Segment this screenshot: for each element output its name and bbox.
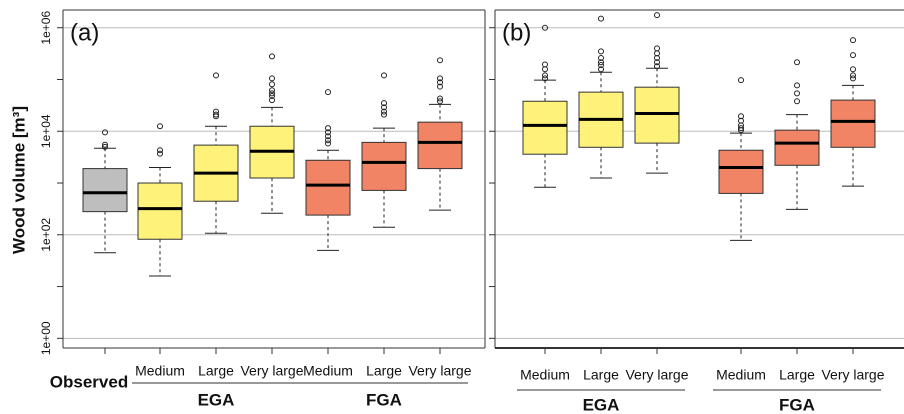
category-label: Large [583,367,619,383]
box [305,159,351,216]
outlier [598,55,604,62]
outlier [157,147,163,154]
category-label: Very large [625,367,688,383]
outlier [850,72,856,79]
outlier [381,72,387,79]
outlier [542,75,548,82]
outlier [269,81,275,88]
outlier [437,75,443,82]
outlier [598,15,604,22]
outlier [850,52,856,59]
outlier [157,123,163,130]
category-label: Observed [50,372,128,391]
outlier [269,90,275,97]
outlier [542,72,548,79]
outlier [850,66,856,73]
panel-title: (b) [502,19,531,46]
category-label: Large [366,363,402,379]
outlier [325,129,331,136]
outlier [437,79,443,86]
box [137,182,183,240]
y-tick-label: 1e+00 [39,321,53,355]
box [82,168,128,213]
outlier [794,59,800,66]
group-label: FGA [779,395,815,414]
outlier [381,108,387,115]
outlier [654,59,660,66]
box [634,86,680,144]
outlier [381,100,387,107]
outlier [325,137,331,144]
group-label: FGA [366,390,402,409]
outlier [738,77,744,84]
box [522,100,568,155]
box [361,141,407,191]
category-label: Very large [408,363,471,379]
outlier [794,82,800,89]
outlier [794,98,800,105]
category-label: Medium [303,363,353,379]
outlier [269,97,275,104]
box [718,149,764,194]
outlier [738,125,744,132]
outlier [102,129,108,136]
outlier [157,150,163,157]
outlier [598,62,604,69]
outlier [437,57,443,64]
outlier [437,83,443,90]
box [417,121,463,170]
outlier [381,111,387,118]
outlier [850,75,856,82]
outlier [654,63,660,70]
outlier [437,98,443,105]
category-label: Medium [135,363,185,379]
outlier [381,104,387,111]
outlier [738,117,744,124]
category-label: Very large [821,367,884,383]
outlier [269,92,275,99]
outlier [738,113,744,120]
outlier [102,141,108,148]
group-label: EGA [198,390,235,409]
outlier [598,59,604,66]
outlier [850,37,856,44]
y-axis-label: Wood volume [m³] [9,106,28,254]
outlier [102,143,108,150]
outlier [325,89,331,96]
outlier [269,53,275,60]
outlier [325,125,331,132]
category-label: Large [198,363,234,379]
box [830,99,876,148]
outlier [213,72,219,79]
outlier [794,90,800,97]
category-label: Very large [240,363,303,379]
outlier [598,48,604,55]
y-tick-label: 1e+02 [39,218,53,252]
category-label: Medium [520,367,570,383]
outlier [325,133,331,140]
y-tick-label: 1e+04 [39,114,53,148]
outlier [598,66,604,73]
category-label: Large [779,367,815,383]
outlier [542,61,548,68]
panel-title: (a) [70,19,99,46]
box [774,129,820,166]
outlier [269,87,275,94]
outlier [654,45,660,52]
category-label: Medium [716,367,766,383]
outlier [213,108,219,115]
outlier [269,75,275,82]
outlier [325,140,331,147]
outlier [437,95,443,102]
y-tick-label: 1e+06 [39,11,53,45]
outlier [542,24,548,31]
outlier [213,111,219,118]
outlier [654,12,660,19]
group-label: EGA [583,395,620,414]
